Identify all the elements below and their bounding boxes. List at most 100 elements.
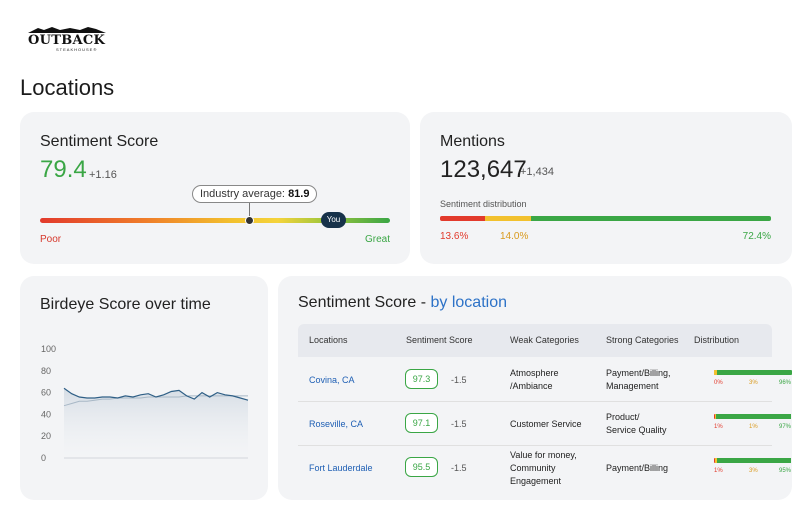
distribution-bar <box>714 370 792 375</box>
sentiment-score-pill: 97.1 <box>405 413 438 433</box>
industry-average-label: Industry average: <box>200 188 289 200</box>
series-line-score <box>63 387 249 401</box>
sentiment-score-delta: -1.5 <box>451 419 467 429</box>
y-tick-label: 20 <box>41 431 51 441</box>
column-header-strong-categories[interactable]: Strong Categories <box>606 335 679 345</box>
negative-percent: 1% <box>714 468 723 474</box>
positive-percent: 72.4% <box>742 231 771 242</box>
y-tick-label: 100 <box>41 344 56 354</box>
y-tick-label: 40 <box>41 409 51 419</box>
sentiment-score-delta: +1.16 <box>89 169 117 181</box>
table-title-prefix: Sentiment Score - <box>298 294 431 311</box>
you-marker-badge: You <box>321 212 346 228</box>
distribution-bar <box>714 414 792 419</box>
weak-category-line: Value for money, <box>510 449 577 460</box>
birdeye-score-title: Birdeye Score over time <box>40 296 211 313</box>
location-link[interactable]: Covina, CA <box>309 375 355 385</box>
mentions-card: Mentions 123,647 +1,434 Sentiment distri… <box>420 112 792 264</box>
y-tick-label: 80 <box>41 366 51 376</box>
logo-subtext: STEAKHOUSE® <box>56 47 98 52</box>
strong-category-line: Payment/Billing, <box>606 368 671 378</box>
sentiment-by-location-card: Sentiment Score - by location Locations … <box>278 276 792 500</box>
industry-average-marker <box>245 216 254 225</box>
strong-category-line: Management <box>606 381 659 391</box>
strong-category-line: Service Quality <box>606 425 667 435</box>
neutral-percent: 3% <box>749 468 758 474</box>
positive-percent: 95% <box>779 468 792 474</box>
negative-percent: 0% <box>714 380 723 386</box>
sentiment-distribution-bar <box>440 216 771 221</box>
column-header-locations[interactable]: Locations <box>309 335 348 345</box>
positive-percent: 97% <box>779 424 792 430</box>
mentions-title: Mentions <box>440 133 505 150</box>
sentiment-gauge-bar <box>40 218 390 223</box>
column-header-sentiment-score[interactable]: Sentiment Score <box>406 335 473 345</box>
positive-segment <box>531 216 771 221</box>
negative-segment <box>440 216 486 221</box>
tooltip-stem <box>249 203 250 218</box>
positive-segment <box>715 414 792 419</box>
weak-categories-cell: Value for money, Community Engagement <box>510 449 577 488</box>
weak-categories-cell: Atmosphere/Ambiance <box>510 367 559 393</box>
negative-percent: 1% <box>714 424 723 430</box>
negative-segment <box>714 414 715 419</box>
mountain-logo-icon <box>28 27 106 33</box>
location-link[interactable]: Fort Lauderdale <box>309 463 373 473</box>
mentions-delta: +1,434 <box>520 166 554 178</box>
page-title: Locations <box>20 75 115 100</box>
table-row[interactable]: Fort Lauderdale 95.5 -1.5 Value for money, C… <box>298 446 792 490</box>
neutral-percent: 1% <box>749 424 758 430</box>
sentiment-score-pill: 95.5 <box>405 457 438 477</box>
positive-percent: 96% <box>779 380 792 386</box>
column-header-weak-categories[interactable]: Weak Categories <box>510 335 579 345</box>
table-row[interactable]: Roseville, CA 97.1 -1.5 Customer Service Pro… <box>298 402 792 446</box>
sentiment-by-location-title: Sentiment Score - by location <box>298 294 507 312</box>
neutral-segment <box>714 370 717 375</box>
sentiment-score-title: Sentiment Score <box>40 133 159 150</box>
strong-category-line: Product/ <box>606 412 640 422</box>
sentiment-score-value: 79.4 <box>40 156 87 183</box>
positive-segment <box>717 458 792 463</box>
sentiment-score-card: Sentiment Score 79.4 +1.16 Industry aver… <box>20 112 410 264</box>
strong-category-line: Payment/Billing <box>606 462 669 473</box>
neutral-segment <box>714 458 718 463</box>
logo-text: OUTBACK <box>28 33 106 48</box>
industry-average-value: 81.9 <box>288 188 310 200</box>
neutral-segment <box>485 216 532 221</box>
birdeye-score-card: Birdeye Score over time 100 80 60 40 20 0 <box>20 276 268 500</box>
neutral-percent: 3% <box>749 380 758 386</box>
location-link[interactable]: Roseville, CA <box>309 419 364 429</box>
gauge-poor-label: Poor <box>40 234 62 245</box>
y-tick-label: 0 <box>41 453 46 463</box>
score-area <box>64 388 248 458</box>
negative-percent: 13.6% <box>440 231 469 242</box>
by-location-link[interactable]: by location <box>430 294 508 311</box>
strong-categories-cell: Payment/Billing, Management <box>606 367 671 393</box>
neutral-segment <box>714 414 716 419</box>
y-tick-label: 60 <box>41 388 51 398</box>
outback-logo[interactable]: OUTBACK STEAKHOUSE® <box>26 26 108 54</box>
neutral-percent: 14.0% <box>500 231 529 242</box>
weak-category-line: Community <box>510 462 556 473</box>
mentions-value: 123,647 <box>440 156 527 183</box>
negative-segment <box>714 458 715 463</box>
weak-category-line: Engagement <box>510 475 562 486</box>
weak-category-line: /Ambiance <box>510 381 553 391</box>
strong-categories-cell: Product/Service Quality <box>606 411 667 437</box>
distribution-bar <box>714 458 792 463</box>
sentiment-score-pill: 97.3 <box>405 369 438 389</box>
sentiment-score-delta: -1.5 <box>451 463 467 473</box>
sentiment-distribution-label: Sentiment distribution <box>440 199 527 209</box>
strong-categories-cell: Payment/Billing <box>606 462 668 475</box>
birdeye-score-chart: 100 80 60 40 20 0 <box>41 344 249 463</box>
weak-category-line: Customer Service <box>510 418 582 429</box>
gauge-great-label: Great <box>364 234 390 245</box>
table-header: Locations Sentiment Score Weak Categorie… <box>298 324 772 357</box>
weak-categories-cell: Customer Service <box>510 418 582 431</box>
sentiment-score-delta: -1.5 <box>451 375 467 385</box>
column-header-distribution[interactable]: Distribution <box>694 335 740 345</box>
table-row[interactable]: Covina, CA 97.3 -1.5 Atmosphere/Ambiance Pay… <box>298 358 792 402</box>
positive-segment <box>716 370 792 375</box>
weak-category-line: Atmosphere <box>510 368 559 378</box>
industry-average-tooltip: Industry average: 81.9 <box>192 185 318 203</box>
